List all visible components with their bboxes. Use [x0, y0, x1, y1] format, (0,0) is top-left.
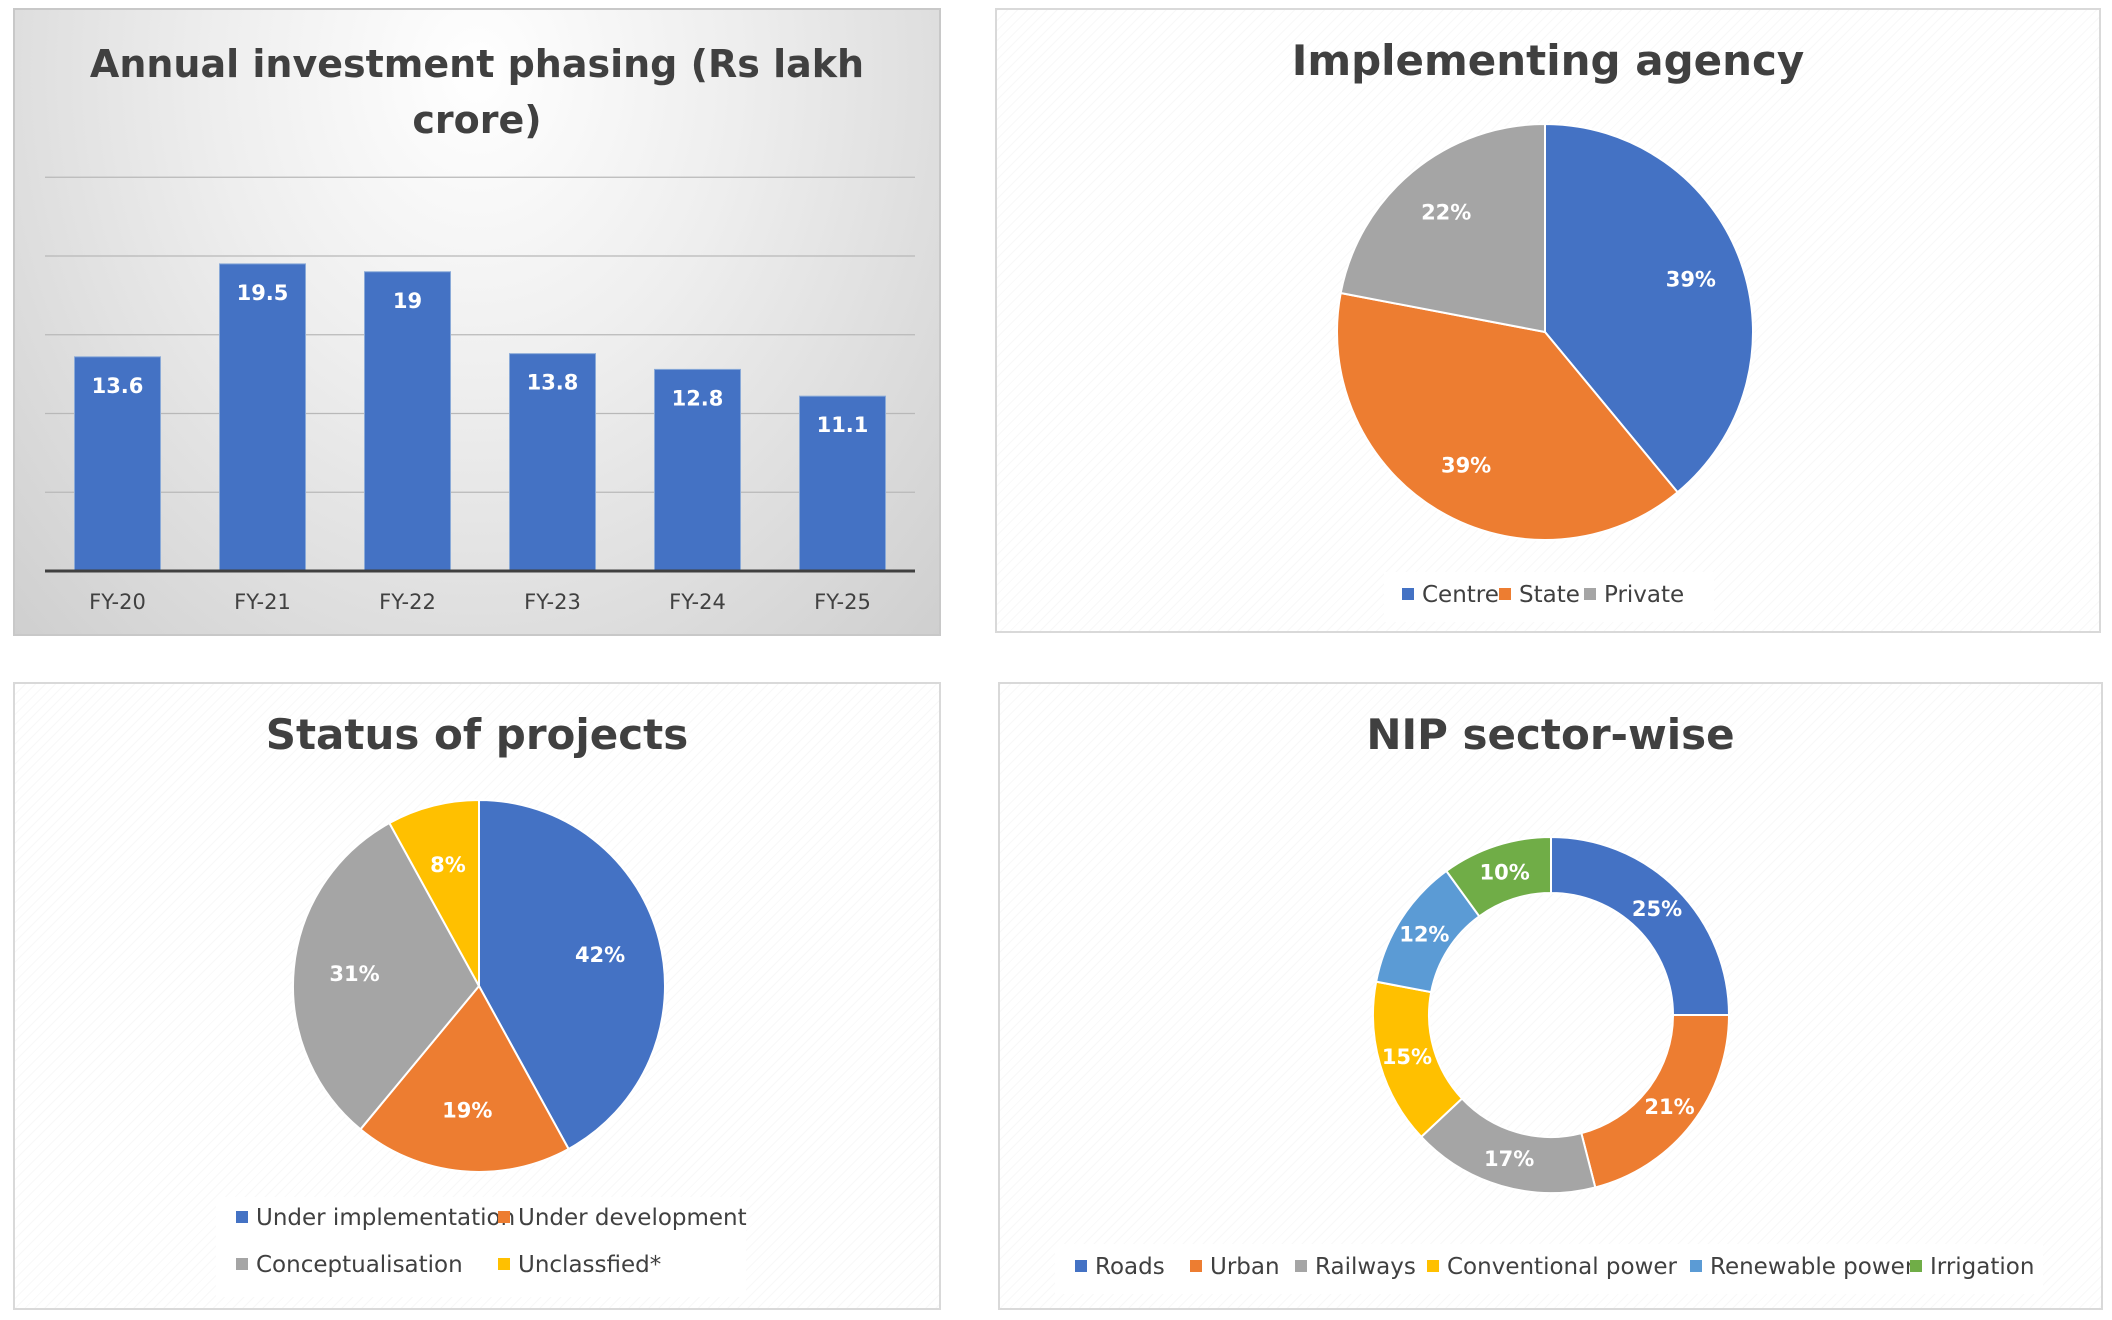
- bar-plot-area: 13.6 FY-20 19.5 FY-21 19 FY-22 13.8 FY-23 12.8 FY…: [45, 176, 915, 614]
- x-tick-label-fy-25: FY-25: [814, 590, 871, 614]
- pie-slice-centre: [1544, 122, 1754, 494]
- chart-legend: Centre State Private: [1384, 572, 1714, 622]
- data-label-conceptualisation: 31%: [329, 962, 379, 986]
- legend-label: Urban: [1210, 1254, 1280, 1280]
- legend-item-centre: Centre: [1402, 582, 1499, 608]
- pie-slice-unclassfied: [388, 798, 480, 987]
- legend-item-state: State: [1499, 582, 1580, 608]
- legend-item-private: Private: [1584, 582, 1684, 608]
- legend-item-under-development: Under development: [498, 1205, 747, 1231]
- doughnut-segment-roads: [1550, 835, 1731, 1016]
- pie-slice-conceptualisation: [292, 821, 481, 1131]
- data-label-centre: 39%: [1666, 267, 1716, 291]
- legend-swatch: [1427, 1259, 1439, 1272]
- data-label-conventional-power: 15%: [1382, 1045, 1432, 1069]
- legend-label: Railways: [1315, 1254, 1416, 1280]
- data-label-fy-22: 19: [393, 289, 422, 313]
- doughnut-segment-irrigation: [1444, 835, 1552, 918]
- data-label-fy-20: 13.6: [92, 374, 144, 398]
- chart-legend: Under implementation Under development Con…: [216, 1197, 747, 1297]
- data-label-private: 22%: [1421, 201, 1471, 225]
- pie-slice-state: [1336, 291, 1679, 541]
- data-label-renewable-power: 12%: [1399, 923, 1449, 947]
- x-tick-label-fy-21: FY-21: [234, 590, 291, 614]
- chart-title: NIP sector-wise: [1366, 710, 1735, 759]
- legend-swatch: [1690, 1259, 1702, 1272]
- x-tick-label-fy-22: FY-22: [379, 590, 436, 614]
- bar-fy-24: [654, 368, 741, 572]
- bar-fy-20: [74, 356, 161, 572]
- data-label-fy-24: 12.8: [672, 386, 724, 410]
- legend-label: Roads: [1095, 1254, 1165, 1280]
- legend-item-conceptualisation: Conceptualisation: [236, 1252, 463, 1278]
- data-label-railways: 17%: [1484, 1147, 1534, 1171]
- legend-swatch: [1910, 1259, 1922, 1272]
- chart-title: Implementing agency: [1291, 36, 1805, 85]
- legend-label: Conventional power: [1447, 1254, 1677, 1280]
- x-tick-label-fy-24: FY-24: [669, 590, 726, 614]
- legend-label: Under implementation: [256, 1205, 516, 1231]
- legend-label: Private: [1604, 582, 1685, 608]
- legend-label: Conceptualisation: [256, 1252, 463, 1278]
- pie-slice-private: [1339, 122, 1546, 334]
- legend-swatch: [1584, 587, 1596, 600]
- legend-label: Under development: [518, 1205, 747, 1231]
- legend-swatch: [1402, 587, 1414, 600]
- data-label-roads: 25%: [1632, 897, 1682, 921]
- legend-label: Centre: [1422, 582, 1499, 608]
- legend-swatch: [236, 1257, 248, 1270]
- data-label-under-development: 19%: [442, 1098, 492, 1122]
- legend-swatch: [1190, 1259, 1202, 1272]
- nip-sector-wise-chart: NIP sector-wise 25% 21% 17% 15% 12% 10% Roads…: [998, 682, 2103, 1310]
- legend-label: Irrigation: [1930, 1254, 2035, 1280]
- chart-title-line-1: Annual investment phasing (Rs lakh: [89, 42, 865, 86]
- data-label-under-implementation: 42%: [575, 943, 625, 967]
- data-label-fy-23: 13.8: [527, 371, 579, 395]
- bar-fy-21: [219, 263, 306, 572]
- pie-slice-under-implementation: [478, 798, 666, 1151]
- legend-item-railways: Railways: [1295, 1254, 1416, 1280]
- chart-legend: Roads Urban Railways Conventional power Rene…: [1055, 1244, 2043, 1294]
- legend-item-conventional-power: Conventional power: [1427, 1254, 1677, 1280]
- bar-fy-25: [799, 395, 886, 572]
- data-label-state: 39%: [1441, 453, 1491, 477]
- legend-item-renewable-power: Renewable power: [1690, 1254, 1914, 1280]
- legend-swatch: [498, 1210, 510, 1223]
- legend-swatch: [1295, 1259, 1307, 1272]
- legend-item-unclassfied: Unclassfied*: [498, 1252, 661, 1278]
- legend-label: Unclassfied*: [518, 1252, 662, 1278]
- implementing-agency-chart: Implementing agency 39% 39% 22% Centre Stat…: [995, 8, 2101, 633]
- chart-title-line-2: crore): [412, 98, 542, 142]
- data-label-fy-25: 11.1: [817, 413, 869, 437]
- chart-title: Status of projects: [265, 710, 689, 759]
- legend-swatch: [1499, 587, 1511, 600]
- legend-swatch: [236, 1210, 248, 1223]
- data-label-fy-21: 19.5: [237, 281, 289, 305]
- bar-fy-22: [364, 271, 451, 572]
- data-label-urban: 21%: [1644, 1095, 1694, 1119]
- chart-title: Annual investment phasing (Rs lakh crore…: [15, 36, 939, 148]
- legend-swatch: [1075, 1259, 1087, 1272]
- legend-label: Renewable power: [1710, 1254, 1915, 1280]
- legend-item-roads: Roads: [1075, 1254, 1165, 1280]
- pie-plot-area: 39% 39% 22%: [1336, 122, 1754, 541]
- legend-item-irrigation: Irrigation: [1910, 1254, 2034, 1280]
- x-tick-label-fy-20: FY-20: [89, 590, 146, 614]
- legend-swatch: [498, 1257, 510, 1270]
- legend-label: State: [1519, 582, 1580, 608]
- status-of-projects-chart: Status of projects 42% 19% 31% 8% Under imp…: [13, 682, 941, 1310]
- pie-slice-under-development: [359, 984, 570, 1173]
- legend-item-under-implementation: Under implementation: [236, 1205, 515, 1231]
- data-label-unclassfied: 8%: [430, 853, 466, 877]
- x-tick-label-fy-23: FY-23: [524, 590, 581, 614]
- bar-fy-23: [509, 353, 596, 572]
- doughnut-plot-area: 25% 21% 17% 15% 12% 10%: [1372, 835, 1731, 1194]
- pie-plot-area: 42% 19% 31% 8%: [292, 798, 666, 1173]
- legend-item-urban: Urban: [1190, 1254, 1280, 1280]
- data-label-irrigation: 10%: [1480, 860, 1530, 884]
- investment-phasing-chart: Annual investment phasing (Rs lakh crore…: [13, 8, 941, 636]
